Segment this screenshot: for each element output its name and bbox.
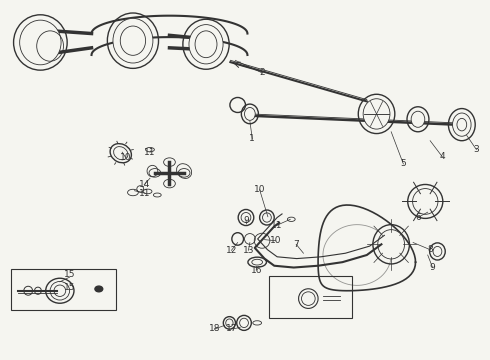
Ellipse shape [113,18,153,63]
Ellipse shape [453,113,471,136]
Text: 9: 9 [243,216,249,225]
Ellipse shape [252,259,263,265]
Text: 4: 4 [440,152,445,161]
Bar [270,276,352,318]
Text: 10: 10 [120,153,131,162]
Text: 18: 18 [209,324,220,333]
Text: 6: 6 [415,213,421,222]
Circle shape [95,286,103,292]
Ellipse shape [245,108,255,120]
Ellipse shape [189,24,223,64]
Text: 11: 11 [139,189,151,198]
Text: 2: 2 [259,68,265,77]
Ellipse shape [20,20,61,65]
Text: 15: 15 [64,270,75,279]
Text: 11: 11 [271,221,282,230]
Ellipse shape [411,111,425,127]
Text: 10: 10 [254,185,266,194]
Text: 15: 15 [64,283,75,292]
Ellipse shape [241,212,251,222]
Text: 8: 8 [427,245,433,254]
Text: 11: 11 [144,148,156,157]
Ellipse shape [50,282,70,300]
Ellipse shape [240,318,248,328]
Ellipse shape [226,319,233,327]
Text: 14: 14 [139,180,150,189]
Ellipse shape [378,230,405,259]
Text: 3: 3 [473,145,479,154]
Bar [11,269,116,310]
Ellipse shape [433,247,442,256]
Ellipse shape [301,292,315,305]
Text: 9: 9 [430,263,436,272]
Text: 16: 16 [250,266,262,275]
Ellipse shape [363,99,390,129]
Ellipse shape [413,189,438,214]
Ellipse shape [263,213,271,222]
Text: 17: 17 [226,324,238,333]
Text: 5: 5 [400,159,406,168]
Ellipse shape [114,147,128,160]
Text: 7: 7 [294,240,299,249]
Text: 13: 13 [243,246,254,255]
Text: 1: 1 [249,134,255,143]
Text: 12: 12 [226,246,237,255]
Text: 10: 10 [270,236,281,245]
